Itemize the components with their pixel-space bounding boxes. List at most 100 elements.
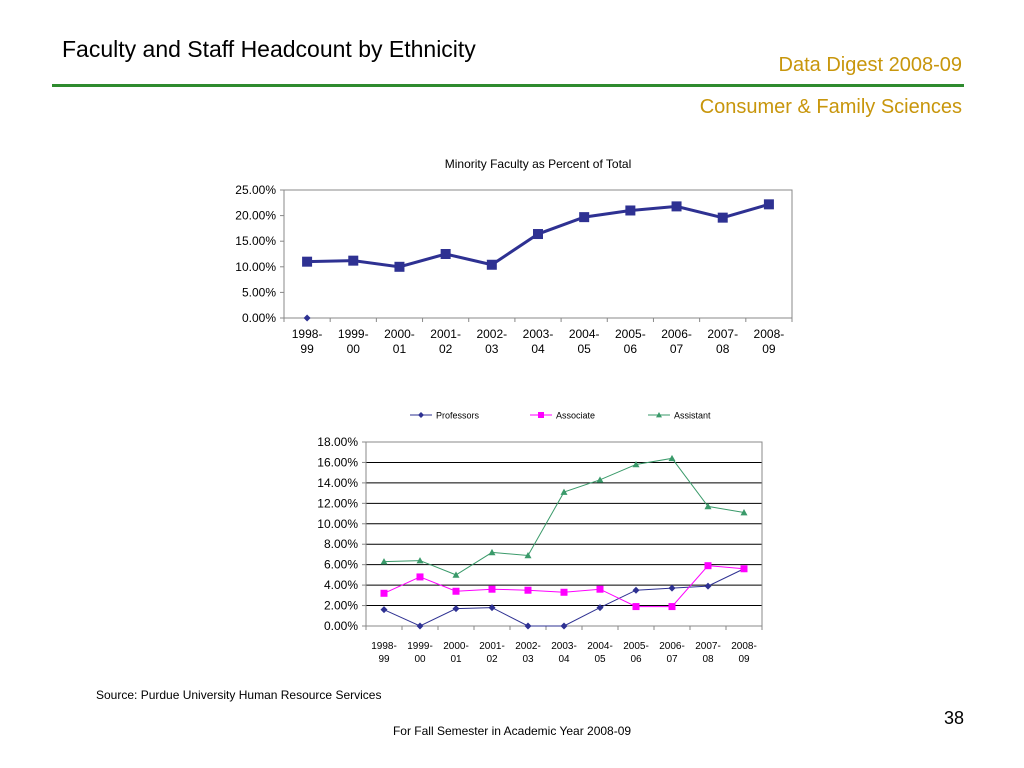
legend-label: Assistant [674,411,711,421]
y-tick-label: 6.00% [324,558,358,572]
data-point [625,205,636,216]
x-tick-label: 2001- [479,641,505,652]
x-tick-label: 2006- [659,641,685,652]
page-title: Faculty and Staff Headcount by Ethnicity [62,36,476,62]
series-line [383,457,745,576]
data-point [763,199,774,210]
y-tick-label: 0.00% [242,311,276,325]
data-point [668,584,676,592]
y-tick-label: 4.00% [324,578,358,592]
legend-marker [418,412,424,418]
data-point [560,588,568,596]
data-point [579,212,590,223]
y-tick-label: 5.00% [242,285,276,299]
data-point [740,565,748,573]
data-point [416,573,424,581]
x-tick-label: 2000- [384,327,415,341]
x-tick-label: 2008- [731,641,757,652]
x-tick-label: 1998- [371,641,397,652]
data-point [380,606,388,614]
y-tick-label: 25.00% [235,183,276,197]
data-point [488,548,496,556]
data-point [394,261,405,272]
x-tick-label: 2004- [587,641,613,652]
x-tick-label: 00 [347,342,361,356]
plot-area [365,441,763,627]
x-tick-label: 02 [486,654,498,665]
data-point [452,587,460,595]
x-tick-label: 02 [439,342,453,356]
x-tick-label: 1999- [338,327,369,341]
data-point [533,229,543,240]
x-tick-label: 99 [300,342,314,356]
data-point [632,460,640,468]
legend-label: Professors [436,411,480,421]
data-point [488,585,496,593]
data-point [632,603,640,611]
data-point [596,604,604,612]
data-point [668,454,676,462]
x-tick-label: 2005- [623,641,649,652]
data-point [380,558,388,565]
data-point [486,259,497,270]
x-tick-label: 05 [594,654,606,665]
page-number: 38 [943,708,964,728]
x-tick-label: 2001- [430,327,461,341]
x-tick-label: 00 [414,654,426,665]
x-tick-label: 03 [485,342,499,356]
header-divider [52,84,964,87]
series-line [383,568,745,627]
digest-label: Data Digest 2008-09 [778,54,962,76]
data-point [717,212,728,223]
y-tick-label: 12.00% [317,496,358,510]
footer-note: For Fall Semester in Academic Year 2008-… [392,724,632,738]
data-point [302,256,313,267]
data-point [560,488,568,495]
y-tick-label: 16.00% [317,455,358,469]
legend-marker [656,412,662,418]
x-tick-label: 2005- [615,327,646,341]
x-tick-label: 08 [702,654,714,665]
plot-area [283,189,793,319]
x-tick-label: 07 [666,654,678,665]
data-point [488,604,496,612]
x-tick-label: 2007- [695,641,721,652]
data-point [704,502,712,510]
legend-marker [538,412,544,418]
data-point [560,622,568,630]
y-tick-label: 18.00% [317,435,358,449]
data-point [524,622,532,630]
data-point [632,586,640,594]
y-tick-label: 15.00% [235,234,276,248]
x-tick-label: 2000- [443,641,469,652]
y-tick-label: 2.00% [324,599,358,613]
data-point [348,255,359,266]
x-tick-label: 2004- [569,327,600,341]
legend-label: Associate [556,411,595,421]
data-point [303,314,311,322]
data-point [524,551,532,559]
x-tick-label: 04 [558,654,570,665]
x-tick-label: 09 [738,654,750,665]
data-point [452,605,460,613]
data-point [416,622,424,630]
source-note: Source: Purdue University Human Resource… [96,688,382,702]
x-tick-label: 07 [670,342,684,356]
x-tick-label: 1999- [407,641,433,652]
series-line [383,565,745,608]
x-tick-label: 06 [630,654,642,665]
data-point [704,582,712,590]
data-point [416,557,424,564]
data-point [671,201,682,212]
x-tick-label: 04 [531,342,545,356]
x-tick-label: 2002- [476,327,507,341]
x-tick-label: 99 [378,654,390,665]
x-tick-label: 2002- [515,641,541,652]
x-tick-label: 06 [624,342,638,356]
x-tick-label: 03 [522,654,534,665]
y-tick-label: 0.00% [324,619,358,633]
x-tick-label: 2003- [523,327,554,341]
x-tick-label: 05 [578,342,592,356]
